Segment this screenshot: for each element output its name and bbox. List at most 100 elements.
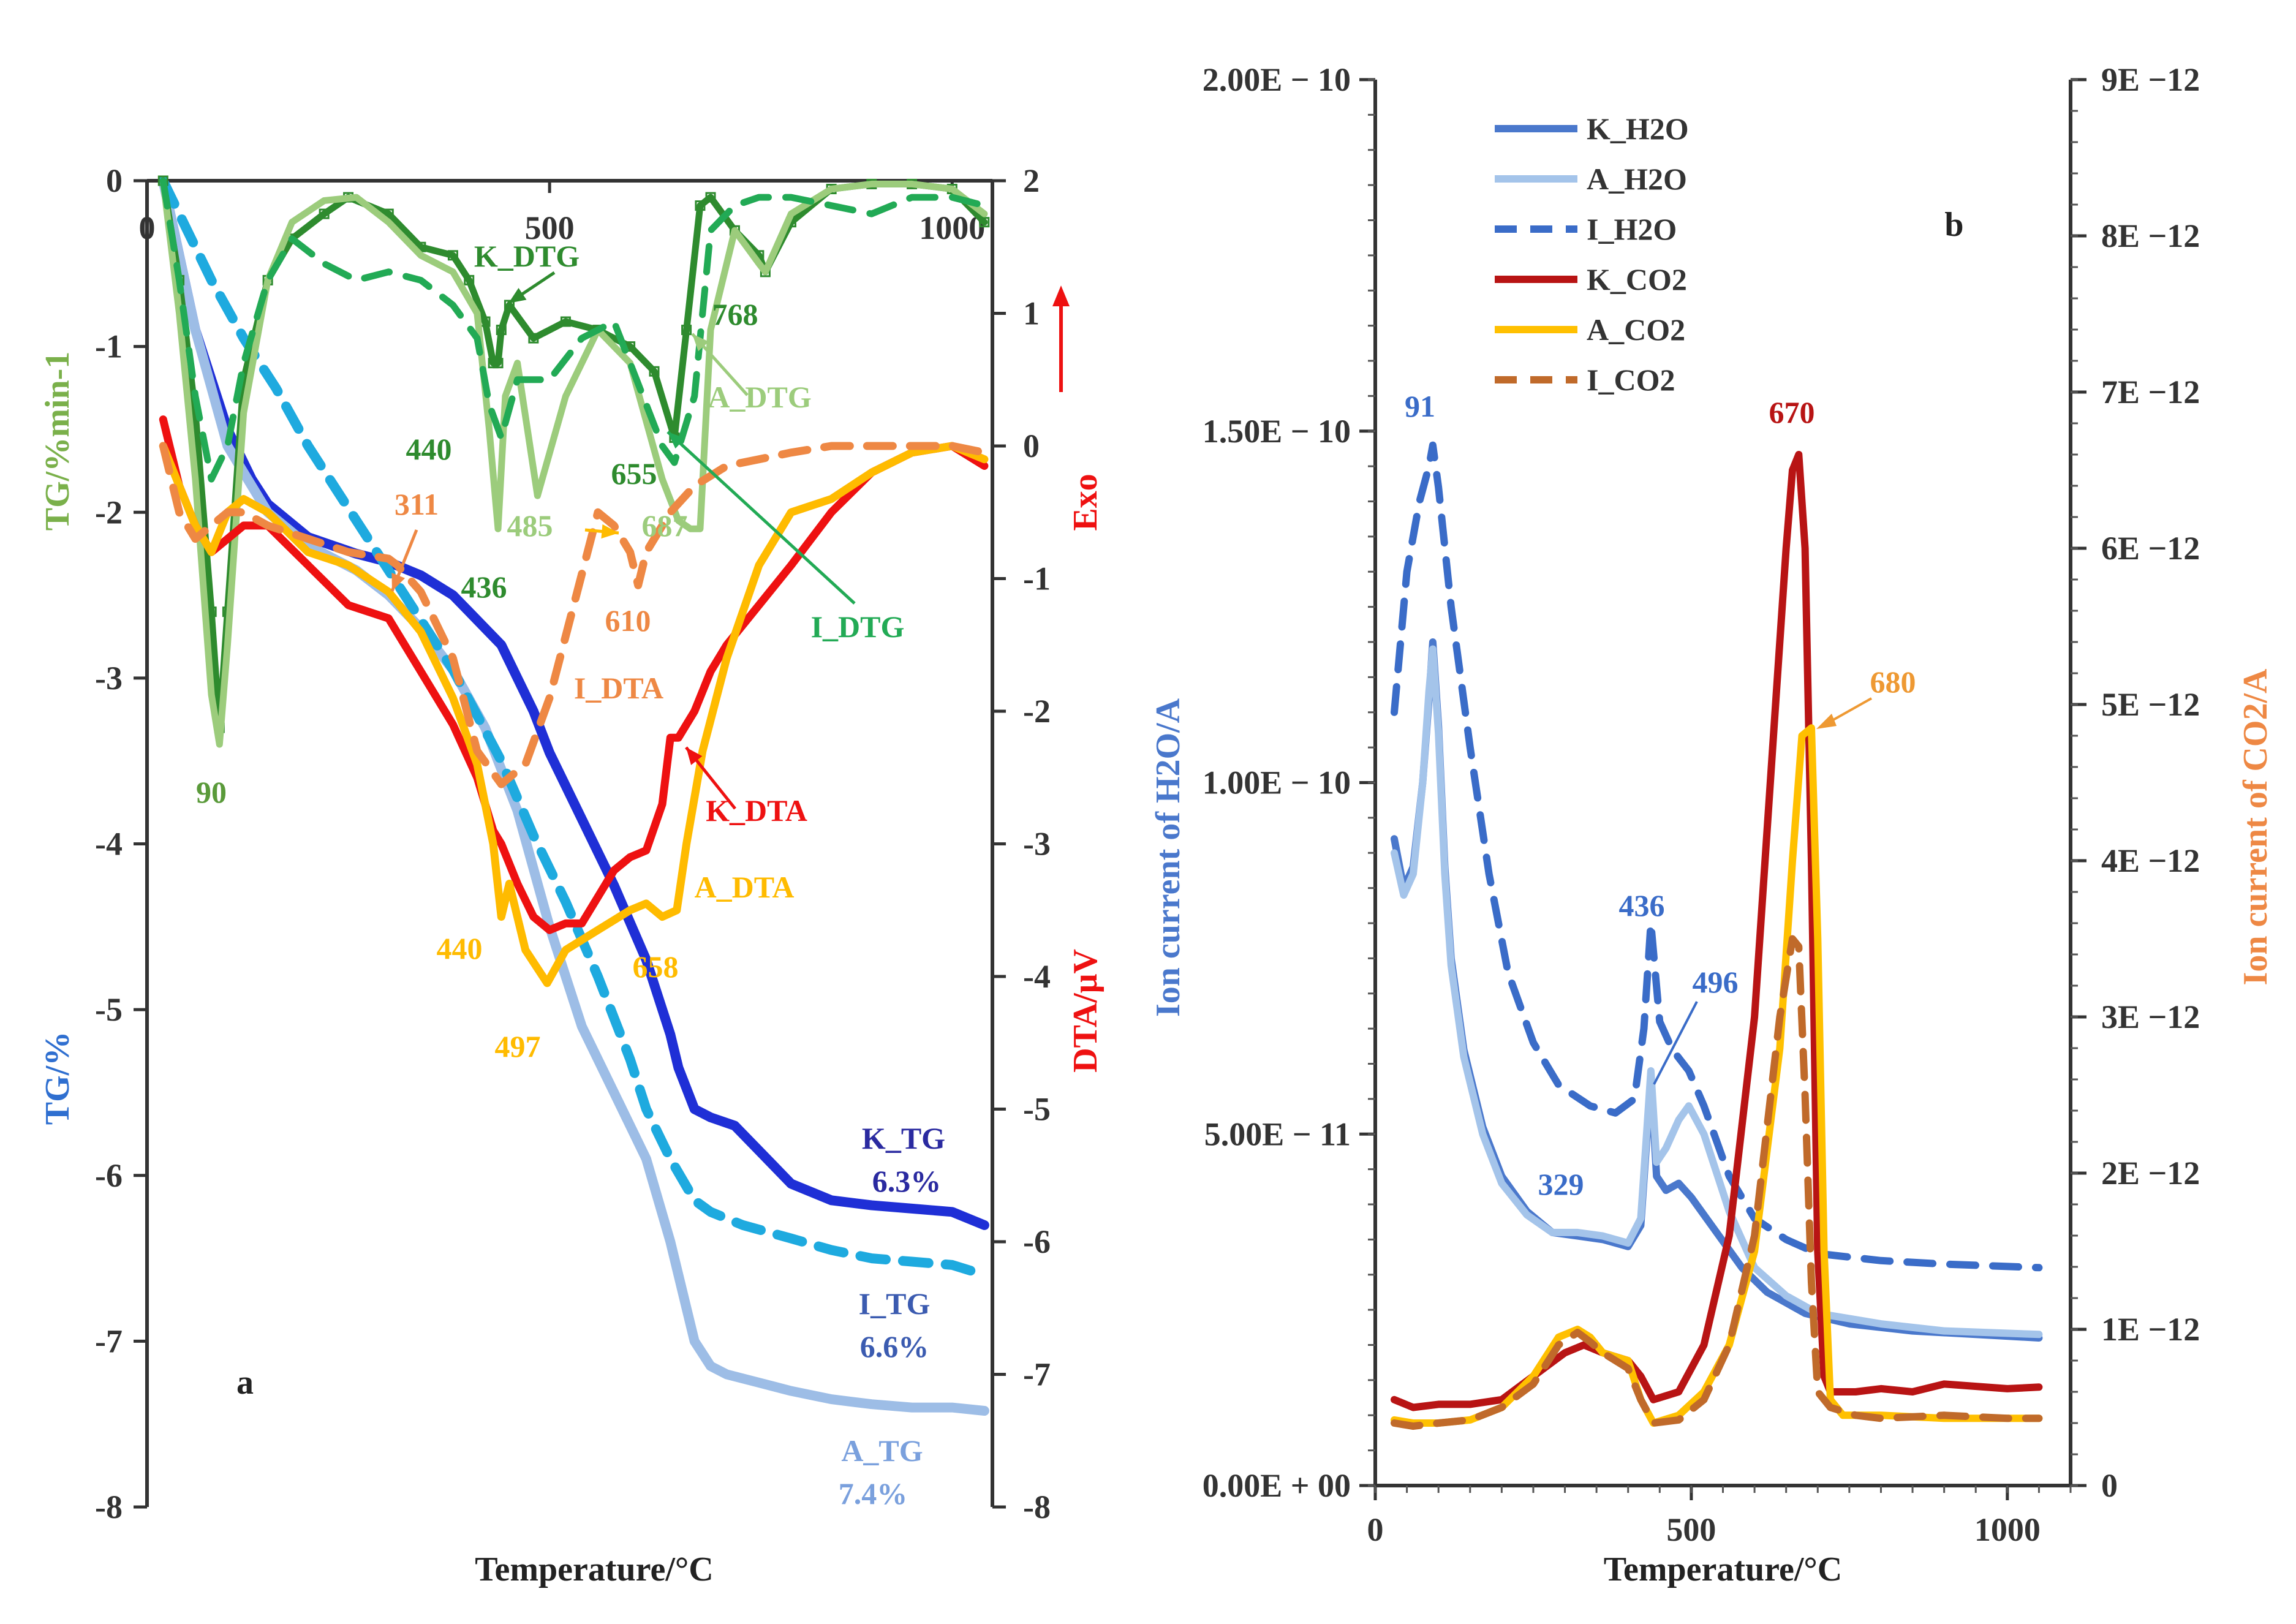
a-left-tick-label: -6 bbox=[95, 1157, 123, 1194]
legend-label: K_CO2 bbox=[1587, 262, 1687, 296]
a-ylabel-right: DTA/μV bbox=[1067, 949, 1105, 1073]
series-line-a-tg bbox=[158, 176, 989, 1416]
annotation-label: 6.3% bbox=[872, 1164, 942, 1198]
b-right-tick-label: 4E −12 bbox=[2101, 842, 2200, 879]
series-line-a-dtg bbox=[159, 177, 988, 748]
annotation-label: 436 bbox=[1619, 888, 1665, 923]
series-line-i-dta bbox=[159, 442, 989, 788]
panel-b: 0.00E + 00 5.00E − 11 1.00E − 10 1.50E − 10… bbox=[1149, 61, 2275, 1588]
panel-b-axes: 0.00E + 00 5.00E − 11 1.00E − 10 1.50E − 10… bbox=[1149, 61, 2275, 1588]
b-x-tick-label: 0 bbox=[1367, 1511, 1384, 1548]
panel-b-labels: 91 436 496 329 670 680 bbox=[1405, 389, 1916, 1201]
annotation-label: A_DTG bbox=[708, 380, 811, 414]
data-point-k-dtg bbox=[496, 325, 507, 336]
b-right-tick-label: 5E −12 bbox=[2101, 686, 2200, 723]
annotation-label: 91 bbox=[1405, 389, 1435, 423]
annotation-label: 768 bbox=[712, 297, 758, 331]
a-right-tick-label: -3 bbox=[1023, 826, 1051, 863]
a-right-tick-label: -2 bbox=[1023, 693, 1051, 730]
callout-arrow-head bbox=[1816, 714, 1837, 729]
data-point-k-dtg bbox=[504, 300, 515, 311]
series-line-i-co2 bbox=[1391, 935, 2043, 1430]
b-xlabel: Temperature/°C bbox=[1604, 1550, 1842, 1588]
annotation-label: K_TG bbox=[862, 1121, 945, 1155]
legend-label: A_CO2 bbox=[1587, 312, 1685, 347]
b-left-tick-label: 0.00E + 00 bbox=[1203, 1467, 1351, 1504]
annotation-label: I_TG bbox=[859, 1286, 931, 1321]
annotation-label: 680 bbox=[1870, 665, 1916, 699]
annotation-label: 436 bbox=[461, 570, 507, 604]
annotation-label: 311 bbox=[395, 487, 439, 521]
a-right-tick-label: -1 bbox=[1023, 561, 1051, 597]
a-left-tick-label: -1 bbox=[95, 328, 123, 365]
callout-arrow-head bbox=[601, 524, 619, 539]
b-right-tick-label: 2E −12 bbox=[2101, 1155, 2200, 1192]
a-x-tick-label: 0 bbox=[139, 210, 156, 246]
a-left-tick-label: -8 bbox=[95, 1489, 123, 1525]
annotation-label: 440 bbox=[437, 931, 483, 965]
legend-label: K_H2O bbox=[1587, 111, 1689, 146]
data-point-k-dtg bbox=[695, 200, 706, 211]
callout-arrow-head bbox=[391, 573, 406, 591]
a-right-tick-label: 0 bbox=[1023, 428, 1040, 464]
annotation-label: 329 bbox=[1538, 1167, 1584, 1201]
annotation-label: A_TG bbox=[841, 1433, 923, 1468]
annotation-label: 687 bbox=[642, 508, 688, 543]
series-line-i-tg bbox=[158, 176, 989, 1280]
data-point-k-dtg bbox=[560, 316, 571, 327]
b-left-tick-label: 1.00E − 10 bbox=[1203, 765, 1351, 801]
b-ylabel-left: Ion current of H2O/A bbox=[1149, 698, 1187, 1017]
panel-a: 0 -1 -2 -3 -4 -5 -6 -7 -8 2 1 0 -1 -2 -3 -4 -5 -6 -7 -8 0 500… bbox=[39, 162, 1105, 1588]
data-point-k-dtg bbox=[705, 192, 716, 203]
a-left-tick-label: -7 bbox=[95, 1323, 123, 1359]
annotation-label: 440 bbox=[406, 432, 452, 466]
a-right-tick-label: -8 bbox=[1023, 1489, 1051, 1525]
a-left-tick-label: 0 bbox=[106, 162, 123, 199]
b-right-tick-label: 3E −12 bbox=[2101, 999, 2200, 1035]
callout-arrow bbox=[667, 431, 856, 605]
series-line-a-co2 bbox=[1391, 724, 2043, 1427]
b-right-tick-label: 0 bbox=[2101, 1467, 2118, 1504]
b-right-tick-label: 6E −12 bbox=[2101, 530, 2200, 567]
b-right-tick-label: 7E −12 bbox=[2101, 374, 2200, 410]
annotation-label: 485 bbox=[507, 508, 553, 543]
series-line-i-h2o bbox=[1391, 441, 2043, 1272]
annotation-label: 496 bbox=[1693, 965, 1739, 999]
b-left-tick-label: 5.00E − 11 bbox=[1204, 1116, 1351, 1152]
callout-arrow-head bbox=[508, 288, 527, 303]
data-point-k-dtg bbox=[464, 274, 475, 285]
a-right-tick-label: -5 bbox=[1023, 1091, 1051, 1128]
annotation-label: K_DTG bbox=[474, 239, 580, 273]
a-right-tick-label: -6 bbox=[1023, 1223, 1051, 1260]
b-right-tick-label: 8E −12 bbox=[2101, 217, 2200, 254]
annotation-label: 7.4% bbox=[839, 1476, 908, 1511]
callout-arrow-head bbox=[686, 747, 703, 765]
legend-label: I_H2O bbox=[1587, 212, 1677, 246]
data-point-k-dtg bbox=[528, 333, 539, 344]
callout-arrow-head bbox=[668, 432, 685, 449]
a-right-tick-label: -7 bbox=[1023, 1356, 1051, 1393]
series-line-k-tg bbox=[158, 176, 989, 1230]
a-x-tick-label: 500 bbox=[525, 210, 575, 246]
data-point-k-dtg bbox=[319, 208, 330, 219]
series-line-k-co2 bbox=[1391, 451, 2043, 1411]
a-left-tick-label: -4 bbox=[95, 826, 123, 863]
b-right-tick-label: 1E −12 bbox=[2101, 1311, 2200, 1348]
data-point-k-dtg bbox=[649, 366, 660, 377]
panel-b-series bbox=[1391, 441, 2043, 1430]
data-point-k-dtg bbox=[447, 250, 458, 261]
callout-arrow bbox=[1653, 1001, 1698, 1085]
annotation-label: K_DTA bbox=[706, 793, 807, 828]
annotation-label: 90 bbox=[196, 775, 227, 809]
a-panel-label: a bbox=[236, 1364, 254, 1402]
a-ylabel-bottom: TG/% bbox=[39, 1032, 77, 1125]
annotation-label: 497 bbox=[495, 1029, 541, 1063]
b-left-tick-label: 1.50E − 10 bbox=[1203, 413, 1351, 450]
b-right-tick-label: 9E −12 bbox=[2101, 61, 2200, 98]
callout-arrow-head bbox=[692, 334, 709, 352]
b-left-tick-label: 2.00E − 10 bbox=[1203, 61, 1351, 98]
data-point-k-dtg bbox=[681, 325, 692, 336]
legend-label: I_CO2 bbox=[1587, 363, 1675, 397]
a-right-tick-label: -4 bbox=[1023, 958, 1051, 995]
